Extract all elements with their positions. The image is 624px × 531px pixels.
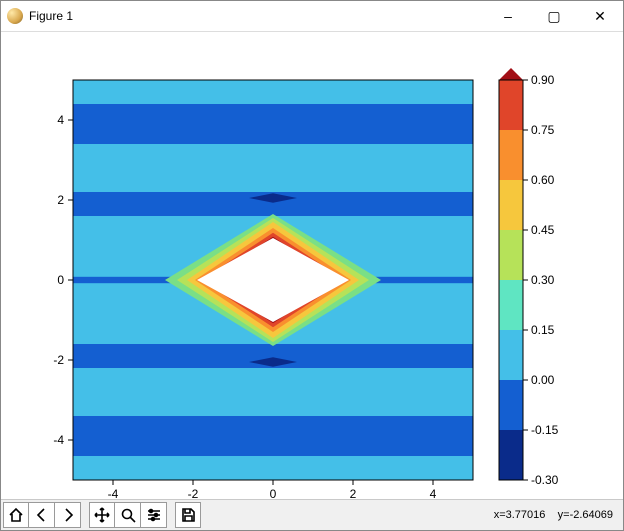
save-button[interactable] xyxy=(175,502,201,528)
svg-text:0.30: 0.30 xyxy=(531,273,555,287)
plot-canvas[interactable]: -4 -2 0 2 4 -4 -2 0 2 4 -0.30 -0.15 0.00 0.15 0.30 0.45… xyxy=(1,32,623,499)
coord-y-label: y= xyxy=(558,509,570,521)
svg-text:-4: -4 xyxy=(53,433,64,447)
svg-text:0.60: 0.60 xyxy=(531,173,555,187)
svg-text:0.75: 0.75 xyxy=(531,123,555,137)
cursor-coords: x=3.77016 y=-2.64069 xyxy=(494,509,613,521)
svg-text:4: 4 xyxy=(57,113,64,127)
svg-text:0.45: 0.45 xyxy=(531,223,555,237)
window-title: Figure 1 xyxy=(29,9,73,23)
svg-text:0.00: 0.00 xyxy=(531,373,555,387)
zoom-button[interactable] xyxy=(115,502,141,528)
forward-button[interactable] xyxy=(55,502,81,528)
svg-text:-2: -2 xyxy=(53,353,64,367)
svg-text:0: 0 xyxy=(270,487,277,501)
back-button[interactable] xyxy=(29,502,55,528)
titlebar[interactable]: Figure 1 – ▢ ✕ xyxy=(1,1,623,32)
pan-button[interactable] xyxy=(89,502,115,528)
svg-text:0: 0 xyxy=(57,273,64,287)
coord-x-value: 3.77016 xyxy=(506,509,546,521)
coord-y-value: -2.64069 xyxy=(570,509,613,521)
configure-button[interactable] xyxy=(141,502,167,528)
svg-text:0.15: 0.15 xyxy=(531,323,555,337)
svg-text:2: 2 xyxy=(350,487,357,501)
home-button[interactable] xyxy=(3,502,29,528)
plot-svg: -4 -2 0 2 4 -4 -2 0 2 4 -0.30 -0.15 0.00 0.15 0.30 0.45… xyxy=(1,32,623,501)
coord-x-label: x= xyxy=(494,509,506,521)
figure-window: Figure 1 – ▢ ✕ -4 -2 0 2 4 -4 -2 0 2 4 -0.30 -0.15 0… xyxy=(0,0,624,531)
close-button[interactable]: ✕ xyxy=(577,1,623,31)
svg-text:-2: -2 xyxy=(188,487,199,501)
toolbar: x=3.77016 y=-2.64069 xyxy=(1,499,623,530)
svg-text:0.90: 0.90 xyxy=(531,73,555,87)
svg-text:-0.30: -0.30 xyxy=(531,473,559,487)
svg-text:4: 4 xyxy=(430,487,437,501)
svg-text:-0.15: -0.15 xyxy=(531,423,559,437)
svg-text:-4: -4 xyxy=(108,487,119,501)
minimize-button[interactable]: – xyxy=(485,1,531,31)
maximize-button[interactable]: ▢ xyxy=(531,1,577,31)
svg-text:2: 2 xyxy=(57,193,64,207)
app-icon xyxy=(7,8,23,24)
